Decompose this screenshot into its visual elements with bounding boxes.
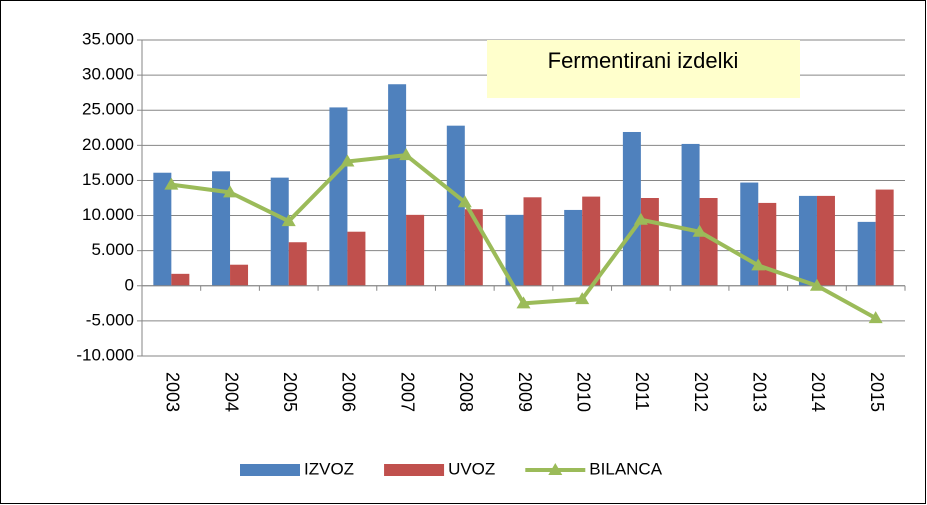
x-tick-label: 2015 [867,372,887,412]
bar [288,242,307,286]
y-tick-label: 10.000 [82,205,134,224]
x-tick-label: 2013 [750,372,770,412]
bar [270,177,289,286]
y-tick-label: 35.000 [82,29,134,48]
x-tick-label: 2009 [515,372,535,412]
bar [622,131,641,286]
line-marker [516,296,531,309]
line-marker [457,195,472,208]
legend-label: IZVOZ [304,459,354,478]
bar [406,214,425,286]
bar [230,264,249,286]
bar [523,197,542,286]
bar [329,107,348,286]
y-tick-label: 20.000 [82,135,134,154]
legend-swatch [384,464,445,476]
line-marker [692,224,707,237]
x-tick-label: 2004 [221,372,241,412]
line-marker [340,154,355,167]
y-tick-label: 5.000 [91,240,134,259]
bar [388,84,407,286]
bar [640,198,659,286]
line-marker [399,148,414,161]
bar [857,221,876,286]
y-tick-label: -10.000 [76,345,134,364]
bar [816,195,835,286]
legend-swatch [240,464,300,476]
y-tick-label: 30.000 [82,65,134,84]
bar [740,182,759,286]
bar [564,209,583,286]
x-tick-label: 2012 [691,372,711,412]
bar [446,125,465,286]
x-tick-label: 2005 [280,372,300,412]
x-tick-label: 2008 [456,372,476,412]
x-tick-label: 2007 [397,372,417,412]
line-marker [809,278,824,291]
bar [681,143,700,286]
title-box [487,40,800,98]
line-marker [633,212,648,225]
line-marker [868,311,883,324]
bar [171,273,190,286]
bar [875,189,894,286]
x-tick-label: 2014 [808,372,828,412]
legend-label: BILANCA [589,459,662,478]
line-marker [164,177,179,190]
y-tick-label: 25.000 [82,100,134,119]
bar [347,231,366,286]
legend-swatch-marker [548,463,563,475]
bar [153,172,172,286]
chart-title: Fermentirani izdelki [548,48,739,73]
y-tick-label: 15.000 [82,170,134,189]
x-tick-label: 2011 [632,372,652,411]
x-tick-label: 2010 [573,372,593,412]
y-tick-label: 0 [125,275,134,294]
line-marker [751,258,766,271]
bar [505,214,524,286]
line-marker [575,292,590,305]
line-marker [281,214,296,227]
x-tick-label: 2006 [339,372,359,412]
legend-label: UVOZ [448,459,495,478]
bar [699,198,718,286]
line-marker [223,185,238,198]
bar [758,202,777,286]
bar [212,171,231,286]
y-tick-label: -5.000 [86,310,134,329]
bar [798,195,817,286]
x-tick-label: 2003 [163,372,183,412]
bar [582,196,601,286]
